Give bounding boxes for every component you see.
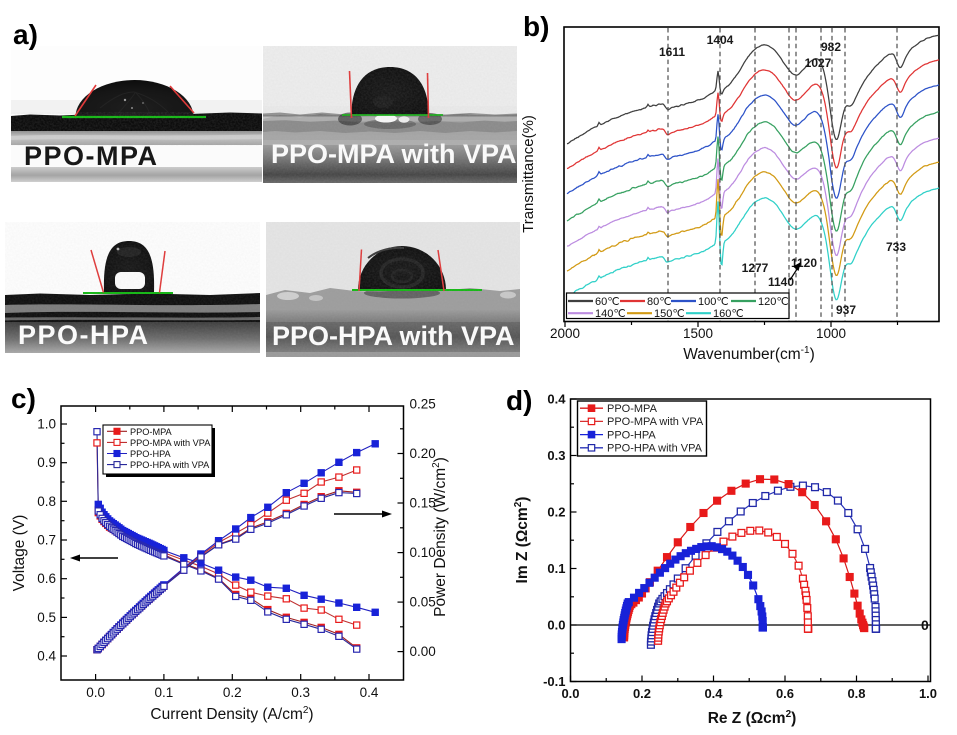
- svg-text:PPO-MPA with VPA: PPO-MPA with VPA: [607, 416, 704, 428]
- svg-text:2000: 2000: [550, 326, 580, 341]
- svg-text:0.2: 0.2: [223, 685, 242, 700]
- svg-text:Voltage (V): Voltage (V): [11, 515, 28, 592]
- svg-text:Current Density (A/cm2): Current Density (A/cm2): [150, 705, 313, 723]
- svg-text:Re Z (Ωcm2): Re Z (Ωcm2): [708, 709, 797, 727]
- svg-text:Power Density (W/cm2): Power Density (W/cm2): [431, 457, 449, 617]
- svg-text:100℃: 100℃: [698, 296, 729, 308]
- svg-text:PPO-HPA with VPA: PPO-HPA with VPA: [607, 443, 703, 455]
- svg-text:60℃: 60℃: [595, 296, 620, 308]
- svg-text:Wavenumber(cm-1): Wavenumber(cm-1): [683, 345, 815, 363]
- svg-text:1611: 1611: [659, 45, 685, 59]
- svg-text:140℃: 140℃: [595, 308, 626, 320]
- svg-text:Im Z (Ωcm2): Im Z (Ωcm2): [513, 497, 531, 584]
- svg-text:0.20: 0.20: [410, 446, 436, 461]
- svg-text:0.7: 0.7: [37, 533, 56, 548]
- svg-text:PPO-MPA: PPO-MPA: [130, 427, 173, 437]
- svg-text:a): a): [13, 19, 38, 50]
- svg-text:c): c): [11, 383, 36, 414]
- svg-text:0.05: 0.05: [410, 595, 436, 610]
- svg-text:0.10: 0.10: [410, 545, 436, 560]
- svg-text:PPO-MPA with VPA: PPO-MPA with VPA: [130, 438, 211, 448]
- svg-text:0.2: 0.2: [633, 686, 651, 701]
- svg-text:733: 733: [886, 240, 906, 254]
- svg-text:PPO-HPA with VPA: PPO-HPA with VPA: [130, 460, 210, 470]
- svg-text:1140: 1140: [768, 275, 794, 289]
- svg-text:1027: 1027: [805, 56, 832, 70]
- svg-text:b): b): [523, 11, 549, 42]
- svg-text:0.4: 0.4: [547, 392, 566, 407]
- svg-text:0.1: 0.1: [547, 561, 565, 576]
- svg-text:1404: 1404: [707, 33, 734, 47]
- svg-text:937: 937: [836, 303, 856, 317]
- svg-text:0: 0: [921, 617, 929, 633]
- svg-text:0.15: 0.15: [410, 496, 436, 511]
- svg-text:0.0: 0.0: [561, 686, 579, 701]
- svg-text:0.5: 0.5: [37, 610, 56, 625]
- svg-text:0.0: 0.0: [547, 618, 565, 633]
- svg-text:1277: 1277: [742, 261, 769, 275]
- svg-text:0.4: 0.4: [704, 686, 723, 701]
- svg-text:120℃: 120℃: [758, 296, 789, 308]
- svg-text:0.1: 0.1: [155, 685, 174, 700]
- svg-text:150℃: 150℃: [654, 308, 685, 320]
- svg-text:0.25: 0.25: [410, 397, 436, 412]
- svg-text:0.3: 0.3: [547, 448, 565, 463]
- svg-text:0.8: 0.8: [847, 686, 865, 701]
- svg-text:0.3: 0.3: [291, 685, 310, 700]
- svg-text:0.9: 0.9: [37, 455, 56, 470]
- svg-text:80℃: 80℃: [647, 296, 672, 308]
- svg-text:982: 982: [821, 40, 841, 54]
- svg-text:0.8: 0.8: [37, 494, 56, 509]
- svg-text:0.4: 0.4: [37, 649, 56, 664]
- svg-text:PPO-MPA: PPO-MPA: [607, 403, 658, 415]
- svg-text:0.6: 0.6: [37, 571, 56, 586]
- svg-text:PPO-HPA: PPO-HPA: [130, 449, 172, 459]
- svg-text:0.4: 0.4: [360, 685, 379, 700]
- svg-text:1000: 1000: [816, 326, 846, 341]
- svg-text:1.0: 1.0: [919, 686, 937, 701]
- svg-text:1.0: 1.0: [37, 417, 56, 432]
- svg-text:PPO-HPA: PPO-HPA: [607, 429, 656, 441]
- svg-text:0.0: 0.0: [86, 685, 105, 700]
- svg-text:Transmittance(%): Transmittance(%): [520, 115, 537, 233]
- svg-text:d): d): [506, 385, 532, 416]
- svg-text:0.6: 0.6: [776, 686, 794, 701]
- svg-text:0.2: 0.2: [547, 505, 565, 520]
- svg-text:1500: 1500: [683, 326, 713, 341]
- svg-text:-0.1: -0.1: [543, 674, 565, 689]
- svg-text:160℃: 160℃: [713, 308, 744, 320]
- svg-text:0.00: 0.00: [410, 644, 436, 659]
